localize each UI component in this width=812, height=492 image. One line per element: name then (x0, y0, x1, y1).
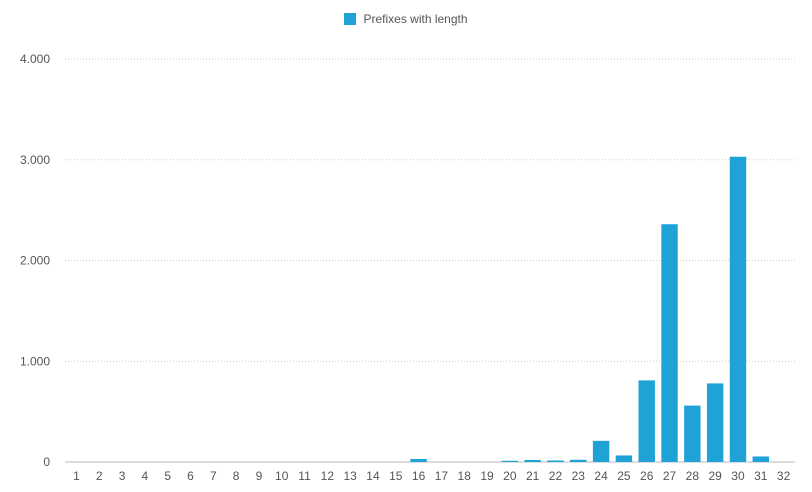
x-axis-ticks: 1 2 3 4 5 6 7 8 9 10 11 12 13 14 15 16 17 18 19 20 21 22 23 24 2… (73, 469, 791, 483)
x-tick-label: 1 (73, 469, 80, 483)
bar-22[interactable] (547, 460, 564, 462)
x-tick-label: 27 (663, 469, 677, 483)
bar-21[interactable] (524, 459, 541, 462)
x-tick-label: 2 (96, 469, 103, 483)
x-tick-label: 6 (187, 469, 194, 483)
x-tick-label: 3 (119, 469, 126, 483)
x-tick-label: 4 (142, 469, 149, 483)
x-tick-label: 16 (412, 469, 426, 483)
y-tick-label: 0 (43, 455, 50, 469)
x-tick-label: 14 (366, 469, 380, 483)
y-tick-label: 3.000 (20, 153, 50, 167)
chart-legend: Prefixes with length (0, 10, 812, 28)
x-tick-label: 11 (298, 469, 311, 483)
x-tick-label: 10 (275, 469, 289, 483)
grid-lines (65, 58, 795, 463)
x-tick-label: 17 (435, 469, 449, 483)
bar-25[interactable] (615, 455, 633, 462)
x-tick-label: 23 (572, 469, 586, 483)
bars (410, 156, 769, 463)
x-tick-label: 21 (526, 469, 540, 483)
x-tick-label: 26 (640, 469, 654, 483)
x-tick-label: 12 (321, 469, 335, 483)
bar-26[interactable] (638, 380, 655, 462)
x-tick-label: 8 (233, 469, 240, 483)
x-tick-label: 15 (389, 469, 403, 483)
y-axis-ticks: 0 1.000 2.000 3.000 4.000 (20, 52, 50, 469)
x-tick-label: 13 (343, 469, 357, 483)
legend-swatch (344, 13, 357, 25)
x-tick-label: 24 (594, 469, 608, 483)
x-tick-label: 29 (708, 469, 722, 483)
y-tick-label: 1.000 (20, 354, 50, 368)
bar-23[interactable] (570, 459, 587, 462)
bar-29[interactable] (706, 383, 724, 462)
x-tick-label: 31 (754, 469, 768, 483)
x-tick-label: 32 (777, 469, 791, 483)
x-tick-label: 28 (686, 469, 700, 483)
x-tick-label: 22 (549, 469, 563, 483)
bar-28[interactable] (684, 405, 701, 462)
x-tick-label: 30 (731, 469, 745, 483)
x-tick-label: 19 (480, 469, 494, 483)
x-tick-label: 9 (256, 469, 263, 483)
bar-16[interactable] (410, 458, 427, 462)
legend-label: Prefixes with length (363, 12, 468, 26)
bar-27[interactable] (661, 224, 678, 462)
x-tick-label: 5 (164, 469, 171, 483)
x-tick-label: 20 (503, 469, 517, 483)
bar-31[interactable] (752, 456, 769, 462)
bar-30[interactable] (729, 156, 747, 463)
y-tick-label: 4.000 (20, 52, 50, 66)
x-tick-label: 18 (458, 469, 472, 483)
y-tick-label: 2.000 (20, 254, 50, 268)
x-tick-label: 7 (210, 469, 217, 483)
bar-24[interactable] (592, 440, 610, 462)
x-tick-label: 25 (617, 469, 631, 483)
bar-20[interactable] (501, 460, 519, 462)
